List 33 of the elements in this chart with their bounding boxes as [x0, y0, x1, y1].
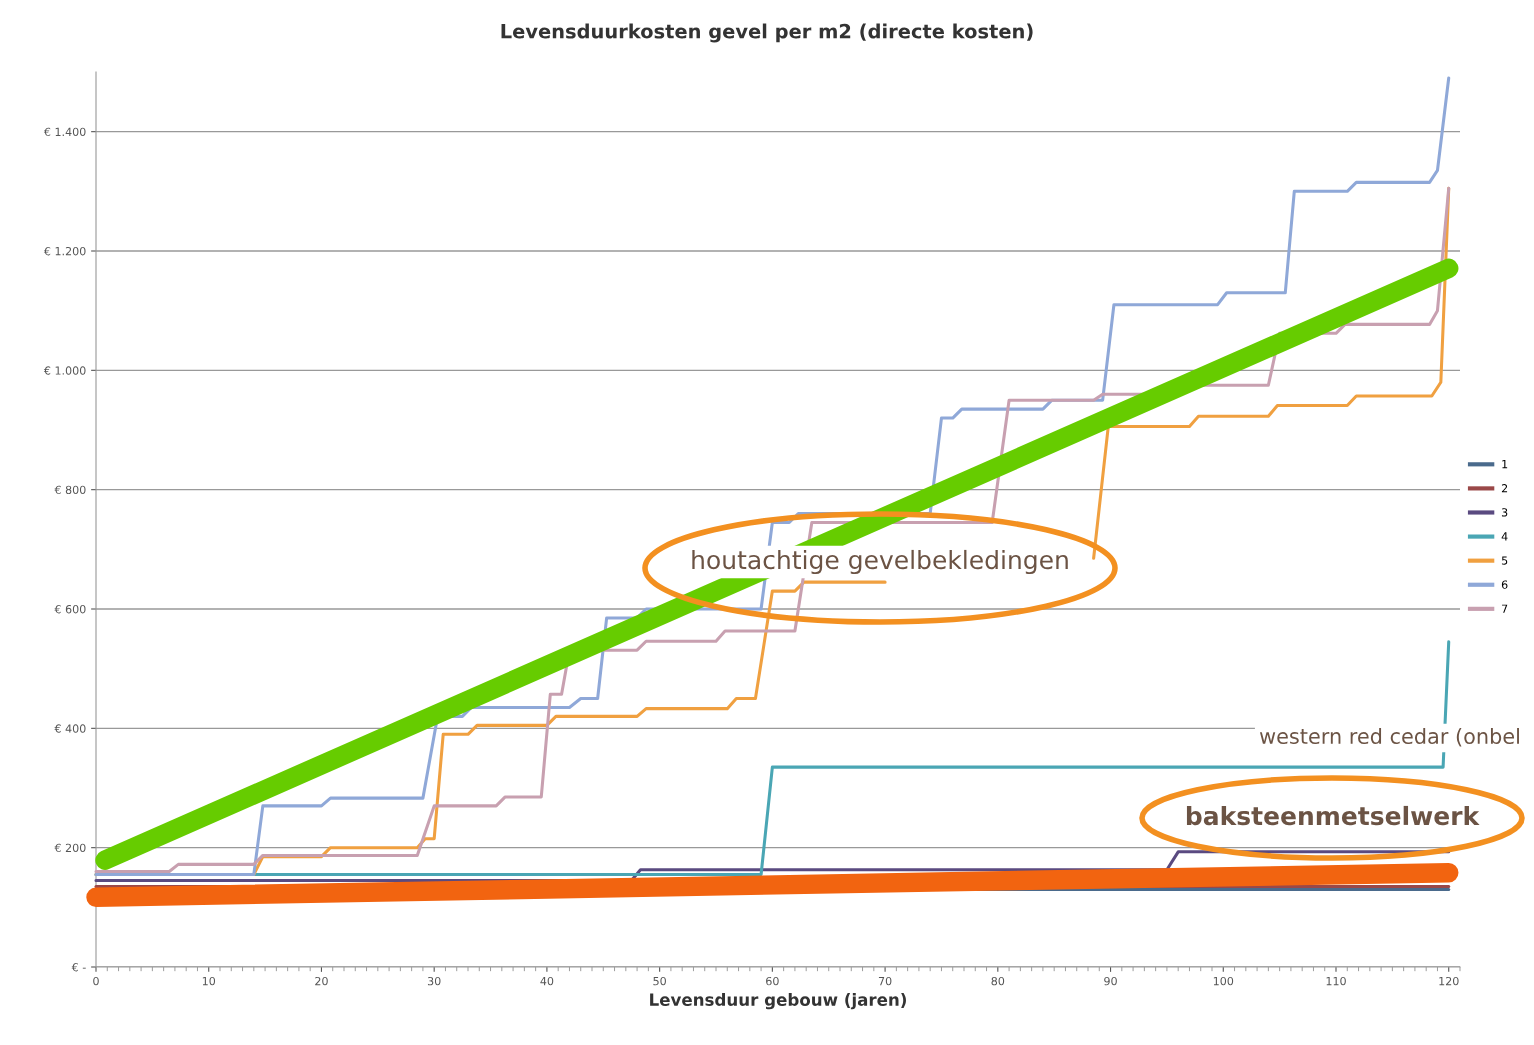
- y-tick-label: € 1.000: [43, 366, 86, 375]
- x-tick-label: 80: [991, 976, 1005, 986]
- legend-label: 5: [1501, 556, 1508, 565]
- x-tick-label: 20: [315, 976, 328, 986]
- y-tick-label: € 600: [54, 604, 86, 614]
- x-tick-label: 120: [1439, 976, 1459, 986]
- legend-label: 1: [1502, 460, 1508, 469]
- x-tick-label: 0: [93, 976, 99, 986]
- x-tick-label: 50: [653, 976, 666, 986]
- y-tick-label: € 800: [54, 485, 86, 495]
- x-tick-label: 90: [1104, 976, 1117, 986]
- legend-label: 3: [1501, 508, 1508, 517]
- x-tick-label: 30: [427, 976, 441, 986]
- chart-title: Levensduurkosten gevel per m2 (directe kosten): [501, 23, 1033, 43]
- x-tick-label: 60: [766, 976, 779, 986]
- legend-label: 7: [1502, 604, 1508, 613]
- legend-label: 4: [1501, 532, 1508, 541]
- y-tick-label: € 1.200: [43, 246, 86, 256]
- x-tick-label: 100: [1213, 976, 1234, 986]
- y-tick-label: € 400: [54, 724, 86, 733]
- y-tick-label: € -: [71, 962, 86, 972]
- annotation: baksteenmetselwerk: [1186, 805, 1480, 826]
- x-axis-title: Levensduur gebouw (jaren): [650, 993, 906, 1010]
- legend-label: 2: [1501, 484, 1508, 493]
- x-tick-label: 110: [1326, 976, 1346, 986]
- x-tick-label: 40: [540, 976, 554, 986]
- y-tick-label: € 200: [54, 843, 86, 853]
- x-tick-label: 70: [878, 976, 892, 986]
- y-tick-label: € 1.400: [43, 127, 86, 137]
- annotation: houtachtige gevelbekledingen: [692, 549, 1068, 575]
- legend-label: 6: [1501, 580, 1508, 589]
- x-tick-label: 10: [202, 976, 216, 986]
- annotation: western red cedar (onbel: [1259, 727, 1519, 747]
